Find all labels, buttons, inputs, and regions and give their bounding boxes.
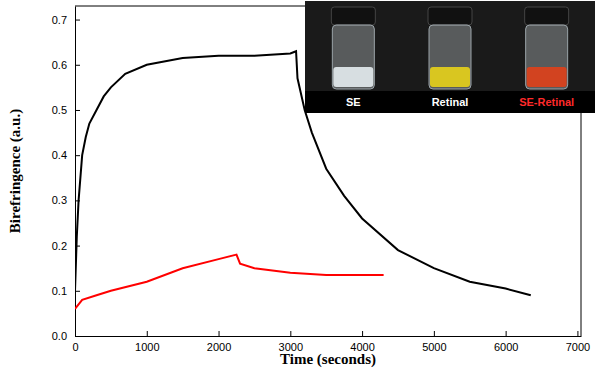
x-tick-mark [506, 331, 507, 336]
vial [428, 7, 472, 89]
inset-photo: SE Retinal SE-Retinal [305, 1, 595, 113]
y-tick-mark [75, 291, 80, 292]
y-tick-mark [75, 20, 80, 21]
y-axis-title: Birefringence (a.u.) [7, 109, 24, 233]
x-tick-mark [577, 331, 578, 336]
x-tick-mark [290, 331, 291, 336]
y-tick: 0.0 [52, 330, 80, 342]
vial-cap [525, 7, 569, 25]
vial-glass [332, 25, 374, 89]
inset-label: SE-Retinal [519, 96, 574, 108]
y-tick-mark [75, 336, 80, 337]
y-tick: 0.5 [52, 104, 80, 116]
inset-label: SE [346, 96, 361, 108]
vial-glass [429, 25, 471, 89]
x-tick-mark [219, 331, 220, 336]
vial-liquid [430, 67, 470, 87]
x-tick-label: 0 [72, 341, 78, 353]
inset-base [305, 91, 595, 113]
x-tick-mark [362, 331, 363, 336]
x-tick: 5000 [422, 331, 446, 353]
vial [331, 7, 375, 89]
chart: 010002000300040005000600070000.00.10.20.… [0, 0, 599, 368]
x-tick-mark [147, 331, 148, 336]
y-tick-label: 0.3 [52, 194, 67, 206]
series-line [75, 255, 384, 309]
y-tick: 0.6 [52, 59, 80, 71]
inset-background [305, 1, 595, 113]
x-tick-label: 1000 [135, 341, 159, 353]
x-tick: 4000 [350, 331, 374, 353]
y-tick-mark [75, 110, 80, 111]
x-tick: 1000 [135, 331, 159, 353]
vial-liquid [527, 67, 567, 87]
x-tick-mark [434, 331, 435, 336]
vial-cap [428, 7, 472, 25]
vial-glass [526, 25, 568, 89]
y-tick-label: 0.5 [52, 104, 67, 116]
x-tick-label: 6000 [494, 341, 518, 353]
y-tick: 0.4 [52, 149, 80, 161]
x-tick: 3000 [279, 331, 303, 353]
x-axis: 0 1000 2000 3000 4000 5000 6000 7000 [72, 331, 590, 353]
vial-cap [331, 7, 375, 25]
y-tick-label: 0.1 [52, 285, 67, 297]
x-axis-title: Time (seconds) [280, 351, 376, 368]
inset-label: Retinal [432, 96, 469, 108]
y-tick-label: 0.2 [52, 240, 67, 252]
vial [525, 7, 569, 89]
y-tick: 0.3 [52, 194, 80, 206]
x-tick: 6000 [494, 331, 518, 353]
y-tick-label: 0.7 [52, 14, 67, 26]
y-tick-label: 0.6 [52, 59, 67, 71]
y-tick: 0.7 [52, 14, 80, 26]
y-tick-mark [75, 155, 80, 156]
x-tick-label: 2000 [207, 341, 231, 353]
x-tick: 7000 [566, 331, 590, 353]
x-tick: 2000 [207, 331, 231, 353]
y-tick-label: 0.0 [52, 330, 67, 342]
y-tick-mark [75, 65, 80, 66]
y-tick-label: 0.4 [52, 149, 67, 161]
vial-liquid [333, 67, 373, 87]
x-axis-line [76, 336, 582, 337]
x-tick-label: 7000 [566, 341, 590, 353]
x-tick-label: 5000 [422, 341, 446, 353]
y-axis: 0.0 0.1 0.2 0.3 0.4 0.5 0.6 0.7 [52, 7, 80, 343]
